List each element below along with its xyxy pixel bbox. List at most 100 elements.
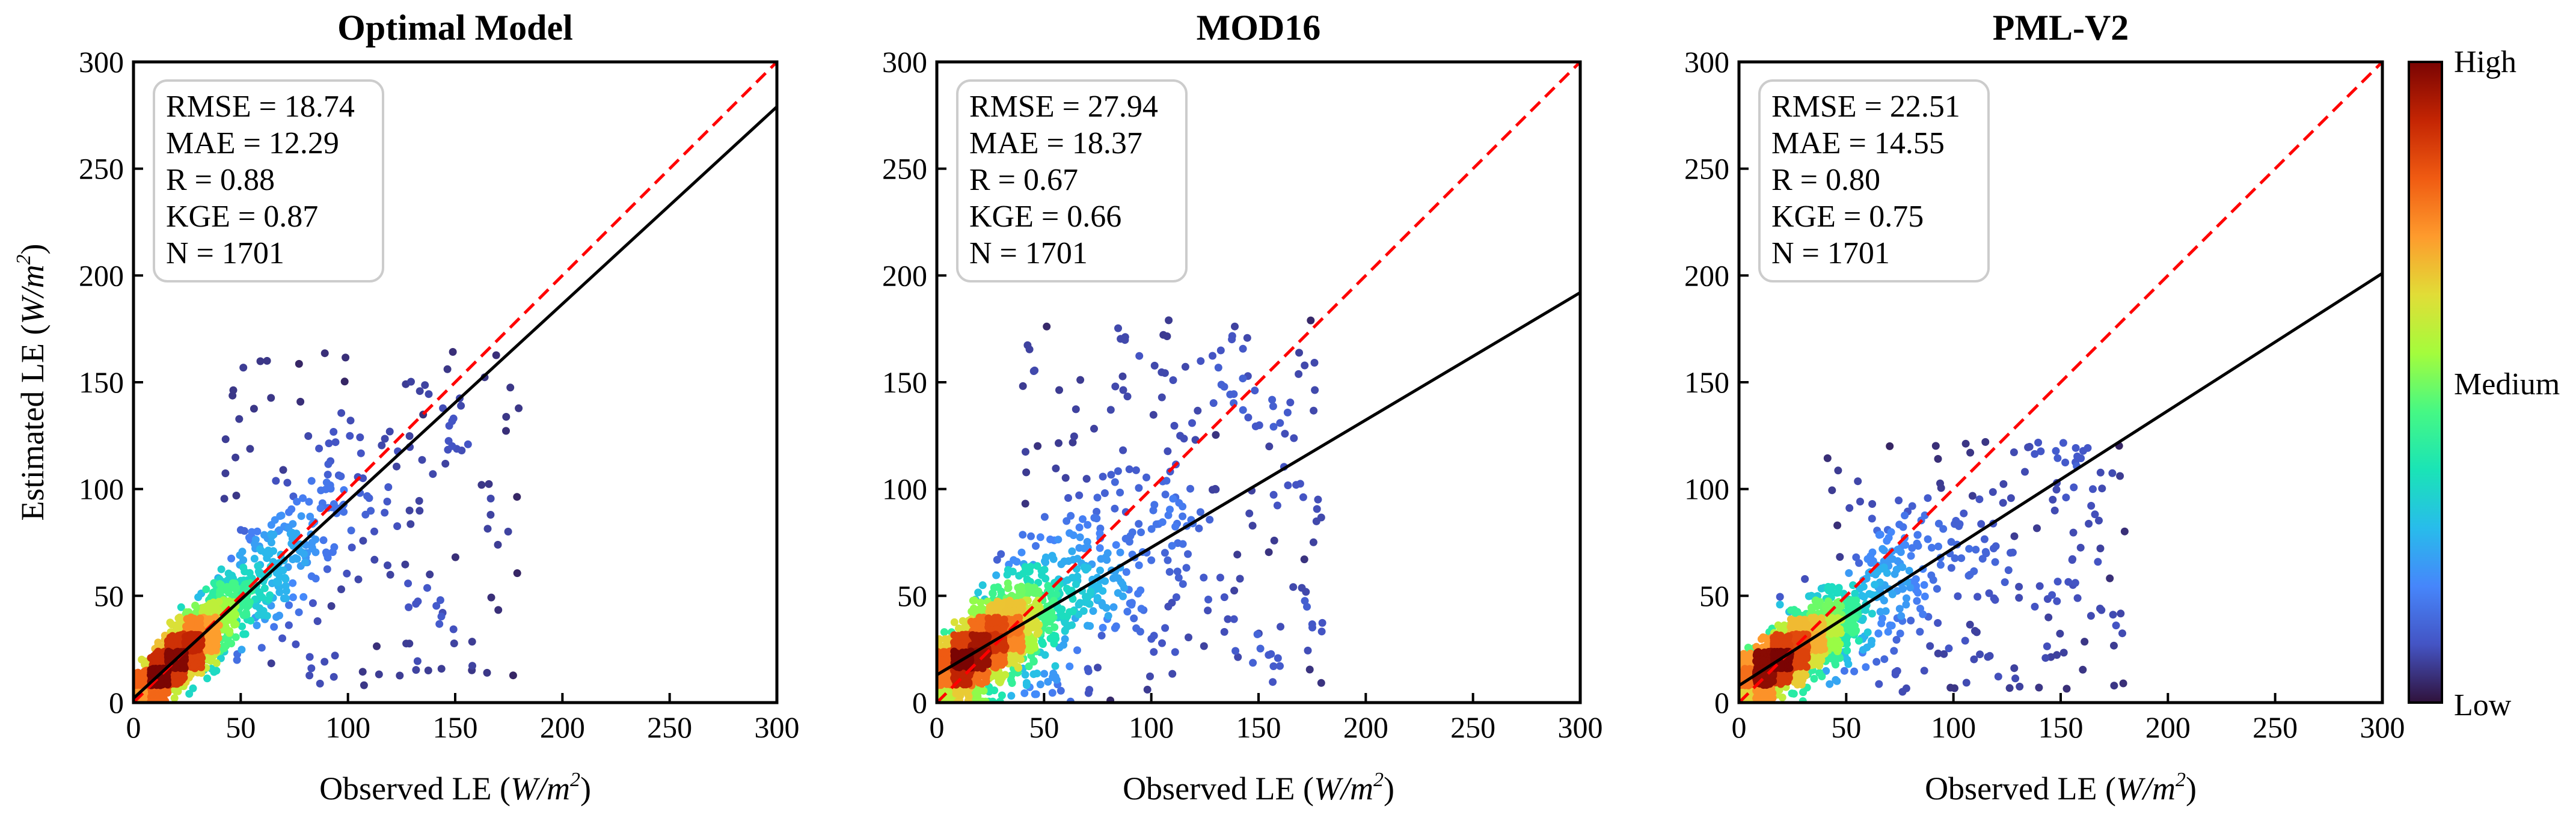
scatter-point bbox=[2053, 454, 2062, 462]
scatter-point bbox=[1913, 597, 1921, 605]
scatter-point bbox=[1973, 593, 1982, 601]
scatter-point bbox=[1269, 423, 1278, 431]
scatter-point bbox=[1907, 617, 1915, 624]
panel-title: PML-V2 bbox=[1993, 8, 2129, 47]
scatter-point bbox=[1146, 672, 1154, 680]
scatter-point bbox=[415, 496, 423, 505]
scatter-point bbox=[1796, 662, 1805, 671]
scatter-point bbox=[1158, 639, 1166, 647]
scatter-point bbox=[2007, 494, 2015, 502]
scatter-point bbox=[1093, 594, 1102, 602]
scatter-point bbox=[1162, 477, 1171, 485]
stat-kge: KGE = 0.66 bbox=[969, 200, 1121, 234]
scatter-point bbox=[1863, 555, 1872, 563]
scatter-point bbox=[1220, 383, 1228, 391]
scatter-point bbox=[202, 585, 210, 593]
scatter-point bbox=[1165, 568, 1174, 576]
scatter-point bbox=[1753, 693, 1761, 701]
scatter-point bbox=[1299, 493, 1307, 501]
scatter-point bbox=[267, 530, 275, 539]
scatter-point bbox=[289, 593, 297, 602]
x-tick-label: 100 bbox=[1129, 710, 1174, 744]
scatter-point bbox=[323, 565, 331, 573]
scatter-point bbox=[1815, 669, 1824, 677]
scatter-point bbox=[1283, 408, 1292, 417]
stat-n: N = 1701 bbox=[166, 236, 284, 270]
scatter-point bbox=[997, 655, 1005, 663]
scatter-point bbox=[1289, 583, 1298, 591]
scatter-point bbox=[1076, 599, 1084, 607]
scatter-point bbox=[1310, 406, 1318, 415]
scatter-point bbox=[1073, 646, 1081, 655]
scatter-point bbox=[316, 504, 325, 513]
x-tick-label: 0 bbox=[126, 710, 141, 744]
scatter-point bbox=[1230, 587, 1239, 595]
scatter-point bbox=[245, 569, 254, 577]
scatter-point bbox=[1828, 486, 1836, 495]
scatter-point bbox=[393, 462, 400, 471]
scatter-point bbox=[1121, 333, 1129, 341]
scatter-point bbox=[1230, 615, 1238, 623]
scatter-point bbox=[337, 585, 345, 593]
scatter-point bbox=[2118, 629, 2126, 638]
scatter-point bbox=[990, 686, 999, 695]
scatter-point bbox=[1760, 692, 1768, 700]
scatter-point bbox=[1147, 556, 1156, 564]
scatter-point bbox=[1868, 636, 1876, 645]
scatter-point bbox=[1972, 546, 1980, 554]
scatter-point bbox=[1209, 352, 1216, 360]
scatter-point bbox=[2081, 638, 2089, 646]
scatter-point bbox=[1276, 419, 1284, 427]
scatter-point bbox=[1041, 651, 1049, 659]
scatter-point bbox=[1179, 512, 1187, 520]
scatter-point bbox=[325, 439, 333, 448]
scatter-point bbox=[1079, 515, 1087, 523]
y-tick-label: 100 bbox=[79, 472, 124, 506]
one-to-one-line bbox=[937, 62, 1580, 703]
scatter-point bbox=[304, 432, 313, 440]
scatter-point bbox=[1231, 322, 1239, 331]
scatter-point bbox=[2110, 641, 2118, 650]
scatter-point bbox=[1003, 570, 1011, 579]
scatter-point bbox=[1273, 501, 1281, 510]
scatter-point bbox=[2037, 447, 2045, 456]
scatter-point bbox=[1994, 673, 2002, 681]
scatter-point bbox=[1970, 655, 1978, 664]
scatter-point bbox=[2096, 545, 2105, 552]
scatter-point bbox=[1913, 531, 1922, 539]
scatter-point bbox=[393, 522, 402, 530]
scatter-point bbox=[1836, 553, 1844, 561]
scatter-point bbox=[2024, 443, 2032, 451]
scatter-point bbox=[384, 483, 393, 491]
scatter-point bbox=[2109, 611, 2117, 619]
scatter-point bbox=[1010, 659, 1018, 667]
scatter-point bbox=[1164, 556, 1172, 564]
scatter-point bbox=[1284, 481, 1292, 489]
scatter-point bbox=[256, 604, 264, 612]
scatter-point bbox=[2056, 629, 2064, 638]
scatter-point bbox=[940, 648, 949, 656]
scatter-point bbox=[235, 415, 244, 423]
panel-mod16: MOD16 0 50 100 150 200 250 3000501001502002503… bbox=[882, 8, 1603, 807]
scatter-point bbox=[1007, 692, 1016, 700]
scatter-point bbox=[1184, 550, 1192, 558]
scatter-point bbox=[1055, 439, 1063, 447]
scatter-point bbox=[1066, 608, 1074, 616]
scatter-point bbox=[1165, 316, 1173, 325]
scatter-point bbox=[404, 579, 412, 588]
scatter-point bbox=[267, 539, 275, 547]
scatter-point bbox=[449, 348, 457, 356]
scatter-point bbox=[265, 596, 273, 603]
scatter-point bbox=[1318, 618, 1326, 627]
scatter-point bbox=[1076, 376, 1085, 384]
scatter-point bbox=[1268, 395, 1277, 404]
scatter-point bbox=[444, 437, 453, 445]
scatter-point bbox=[191, 602, 200, 609]
scatter-point bbox=[1197, 357, 1205, 365]
scatter-point bbox=[2077, 454, 2085, 462]
scatter-point bbox=[1114, 467, 1122, 475]
scatter-point bbox=[1824, 582, 1832, 591]
scatter-point bbox=[1961, 439, 1970, 448]
scatter-point bbox=[1200, 642, 1208, 650]
scatter-point bbox=[1171, 522, 1180, 531]
